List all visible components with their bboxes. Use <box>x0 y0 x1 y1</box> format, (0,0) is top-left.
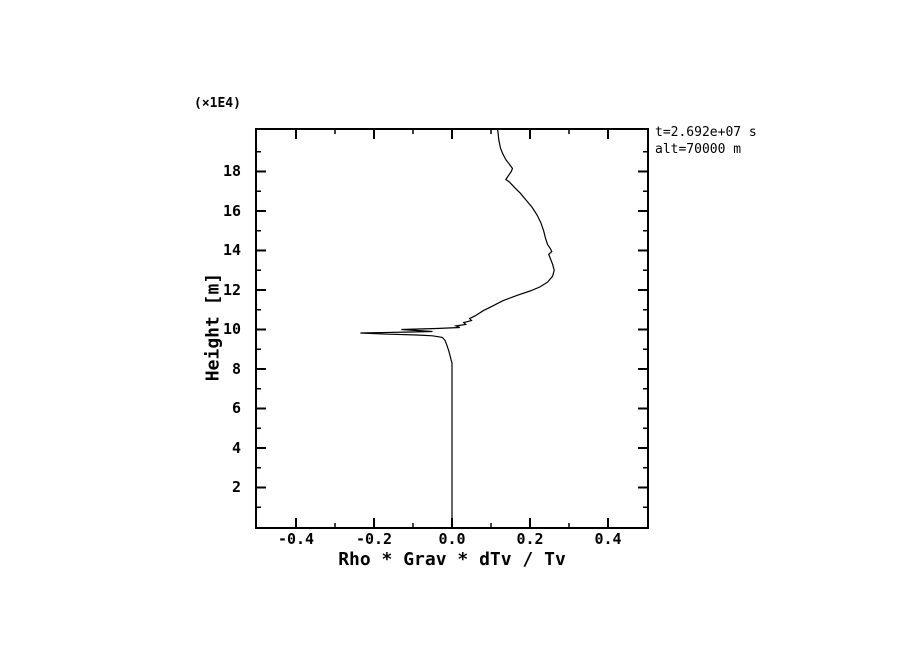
y-tick-label: 14 <box>222 241 241 260</box>
y-tick-label: 18 <box>222 162 241 181</box>
annotation-time: t=2.692e+07 s <box>655 125 757 140</box>
annotation-altitude: alt=70000 m <box>655 142 742 157</box>
x-tick-label: 0.0 <box>438 530 466 548</box>
y-axis-scale-note: (×1E4) <box>194 96 241 111</box>
y-tick-label: 16 <box>222 201 241 220</box>
y-tick-label: 8 <box>231 359 241 378</box>
plot-canvas <box>257 130 647 527</box>
plot-area <box>255 128 649 529</box>
plot-annotation: t=2.692e+07 s alt=70000 m <box>655 124 757 158</box>
x-tick-label: -0.2 <box>355 530 393 548</box>
x-tick-label: 0.2 <box>516 530 544 548</box>
y-tick-label: 10 <box>222 320 241 339</box>
y-tick-label: 12 <box>222 280 241 299</box>
x-tick-label: -0.4 <box>277 530 315 548</box>
data-curve <box>360 130 555 522</box>
y-tick-label: 4 <box>231 438 241 457</box>
x-axis-title: Rho * Grav * dTv / Tv <box>338 549 566 570</box>
y-tick-label: 2 <box>231 478 241 497</box>
x-tick-labels: -0.4 -0.2 0.0 0.2 0.4 <box>257 530 647 550</box>
y-tick-labels: 2 4 6 8 10 12 14 16 18 <box>0 130 250 527</box>
x-tick-label: 0.4 <box>594 530 622 548</box>
y-tick-label: 6 <box>231 399 241 418</box>
